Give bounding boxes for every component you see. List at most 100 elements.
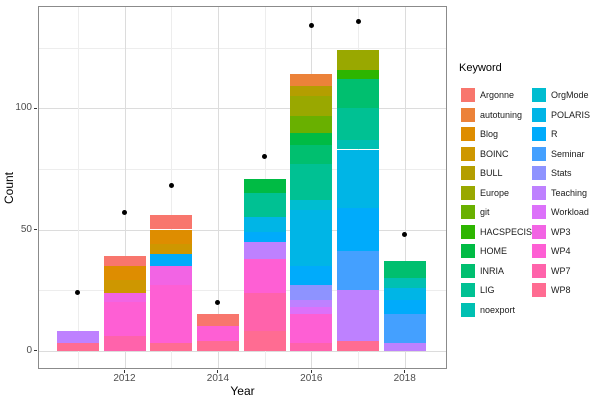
bar-segment-Teaching (56, 331, 99, 344)
data-point-dot (262, 154, 268, 160)
bar-segment-Europe (337, 50, 379, 70)
bar-segment-LIG (243, 193, 286, 218)
x-tick-mark (217, 369, 219, 373)
bar-segment-WP8 (150, 343, 193, 351)
bar-segment-WP8 (243, 331, 286, 351)
bar-segment-LIG (290, 164, 333, 201)
legend-item-label: BOINC (480, 148, 509, 159)
legend-swatch-icon (532, 224, 546, 239)
legend-item-label: OrgMode (551, 90, 589, 100)
legend-swatch-icon (532, 107, 546, 122)
bar-segment-autotuning (290, 74, 333, 87)
legend-item-Europe: Europe (461, 185, 532, 200)
legend-swatch-icon (532, 146, 546, 161)
bar-segment-noexport (383, 277, 426, 288)
x-tick-label: 2014 (206, 373, 230, 384)
bar-segment-INRIA (290, 144, 333, 165)
legend-item-label: autotuning (480, 109, 523, 120)
y-tick-label: 50 (20, 223, 32, 235)
y-tick-mark (34, 350, 37, 352)
bar-segment-R (290, 265, 333, 286)
data-point-dot (215, 299, 221, 305)
legend-item-label: git (480, 207, 490, 217)
legend-item-POLARIS: POLARIS (532, 107, 591, 122)
bar-segment-POLARIS (290, 210, 333, 266)
bar-segment-WP8 (196, 341, 239, 351)
y-tick-mark (34, 107, 37, 109)
legend-item-label: noexport (480, 304, 516, 315)
bar-segment-BOINC (150, 244, 193, 254)
bar-segment-R (383, 299, 426, 315)
bar-segment-Argonne (150, 214, 193, 230)
plot-panel (38, 6, 447, 369)
bar-segment-Stats (290, 285, 333, 300)
legend-swatch-icon (532, 263, 546, 278)
legend-swatch-icon (532, 283, 546, 297)
bar-segment-Teaching (337, 290, 379, 341)
bar-segment-Argonne (196, 314, 239, 327)
gridline-y-minor (39, 290, 446, 292)
legend-item-label: HOME (480, 246, 507, 256)
legend-item-label: Argonne (480, 90, 515, 100)
legend-item-label: Stats (551, 168, 572, 178)
x-tick-mark (404, 369, 406, 373)
data-point-dot (355, 18, 361, 24)
legend-item-Blog: Blog (461, 127, 532, 141)
x-tick-label: 2018 (393, 373, 416, 384)
legend-item-label: Teaching (551, 187, 588, 198)
legend-item-WP7: WP7 (532, 263, 590, 278)
legend-swatch-icon (461, 244, 475, 258)
legend-swatch-icon (532, 127, 546, 141)
legend-swatch-icon (461, 88, 475, 102)
legend-swatch-icon (532, 244, 546, 258)
bar-segment-Europe (290, 96, 333, 116)
bar-segment-WP7 (243, 292, 286, 332)
legend-column-1: Argonne autotuning Blog BOINC BULL Europe git H… (461, 88, 532, 317)
legend-item-BOINC: BOINC (461, 146, 532, 161)
data-point-dot (122, 210, 127, 216)
legend-item-label: POLARIS (551, 109, 591, 120)
legend-item-BULL: BULL (461, 166, 532, 180)
legend-item-label: HACSPECIS (480, 226, 533, 237)
data-point-dot (168, 183, 174, 189)
legend-item-WP4: WP4 (532, 244, 590, 258)
legend-item-label: Workload (551, 207, 589, 217)
bar-segment-Argonne (103, 256, 146, 266)
bar-segment-git (290, 115, 333, 133)
bar-segment-Teaching (290, 299, 333, 308)
bar-segment-WP3 (103, 292, 146, 303)
bar-segment-INRIA (383, 261, 426, 278)
bar-segment-WP7 (290, 343, 333, 351)
legend-swatch-icon (532, 166, 546, 180)
bar-segment-WP3 (150, 265, 193, 286)
legend-item-WP3: WP3 (532, 224, 590, 239)
legend-swatch-icon (461, 185, 475, 200)
bar-segment-WP4 (150, 285, 193, 344)
bar-segment-Seminar (383, 314, 426, 344)
x-axis-title: Year (230, 384, 255, 398)
legend-swatch-icon (461, 263, 475, 278)
legend-item-Argonne: Argonne (461, 88, 532, 102)
legend-item-label: WP8 (551, 285, 571, 295)
legend-item-WP8: WP8 (532, 283, 590, 297)
legend-swatch-icon (532, 185, 546, 200)
gridline-y-major (39, 350, 446, 352)
bar-segment-POLARIS (243, 217, 286, 232)
bar-segment-Workload (290, 307, 333, 315)
data-point-dot (75, 290, 81, 296)
x-tick-mark (310, 369, 312, 373)
legend-swatch-icon (532, 88, 546, 102)
legend-swatch-icon (461, 205, 475, 219)
bar-segment-HOME (290, 132, 333, 145)
gridline-x-major (124, 7, 126, 368)
bar-segment-INRIA (337, 79, 379, 109)
legend-swatch-icon (461, 107, 475, 122)
legend-item-HACSPECIS: HACSPECIS (461, 224, 533, 239)
legend-item-label: Seminar (551, 148, 585, 159)
y-axis-title: Count (2, 171, 16, 205)
bar-segment-OrgMode (290, 200, 333, 211)
bar-segment-Blog (150, 229, 193, 245)
legend-item-label: Blog (480, 129, 499, 139)
legend-item-Workload: Workload (532, 205, 590, 219)
